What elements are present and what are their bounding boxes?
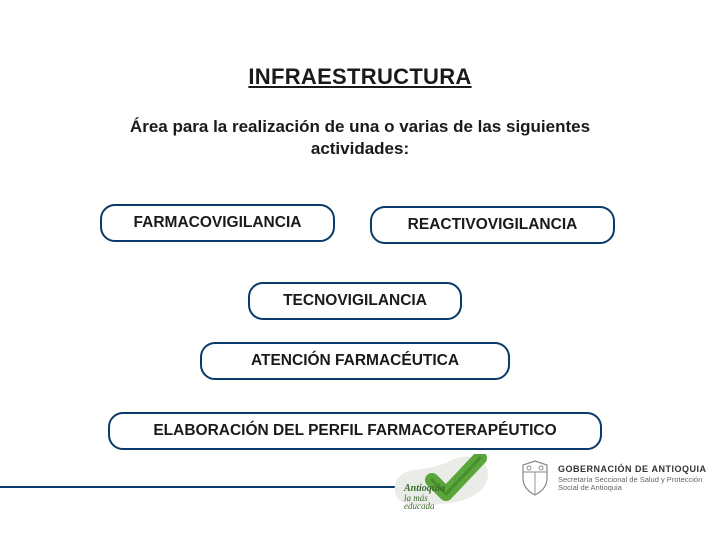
slide: INFRAESTRUCTURA Área para la realización… bbox=[0, 0, 720, 540]
pill-elaboracion-perfil: ELABORACIÓN DEL PERFIL FARMACOTERAPÉUTIC… bbox=[108, 412, 602, 450]
logo-gobernacion: GOBERNACIÓN DE ANTIOQUIA Secretaría Secc… bbox=[520, 460, 710, 496]
page-title: INFRAESTRUCTURA bbox=[0, 64, 720, 90]
gov-line1: GOBERNACIÓN DE ANTIOQUIA bbox=[558, 464, 710, 474]
pill-atencion-farmaceutica: ATENCIÓN FARMACÉUTICA bbox=[200, 342, 510, 380]
pill-label: ATENCIÓN FARMACÉUTICA bbox=[251, 352, 459, 370]
logo-line3: educada bbox=[404, 502, 445, 511]
gov-text: GOBERNACIÓN DE ANTIOQUIA Secretaría Secc… bbox=[558, 464, 710, 493]
pill-label: FARMACOVIGILANCIA bbox=[134, 214, 302, 232]
gov-line1-bold: ANTIOQUIA bbox=[652, 464, 707, 474]
pill-farmacovigilancia: FARMACOVIGILANCIA bbox=[100, 204, 335, 242]
pill-label: TECNOVIGILANCIA bbox=[283, 292, 427, 310]
pill-reactivovigilancia: REACTIVOVIGILANCIA bbox=[370, 206, 615, 244]
gov-line1-pre: GOBERNACIÓN DE bbox=[558, 464, 652, 474]
logo-antioquia-text: Antioquia la más educada bbox=[404, 484, 445, 511]
pill-label: REACTIVOVIGILANCIA bbox=[408, 216, 578, 234]
logo-antioquia-educada: Antioquia la más educada bbox=[384, 454, 499, 514]
pill-tecnovigilancia: TECNOVIGILANCIA bbox=[248, 282, 462, 320]
pill-label: ELABORACIÓN DEL PERFIL FARMACOTERAPÉUTIC… bbox=[153, 422, 556, 440]
gov-line2: Secretaría Seccional de Salud y Protecci… bbox=[558, 476, 710, 493]
subtitle: Área para la realización de una o varias… bbox=[80, 116, 640, 160]
footer-divider bbox=[0, 486, 410, 488]
shield-icon bbox=[520, 460, 550, 496]
